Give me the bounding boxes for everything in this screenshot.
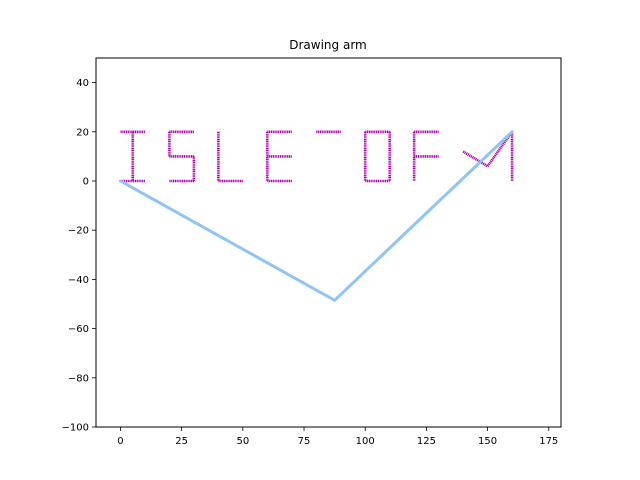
y-tick-label: −80 (68, 373, 89, 384)
y-tick-label: −40 (68, 275, 89, 286)
drawing-arm (118, 130, 514, 302)
arm-joint (510, 130, 514, 134)
y-tick-label: 20 (76, 127, 89, 138)
x-axis: 0 25 50 75 100 125 150 175 (117, 427, 558, 447)
drawn-letters (120, 130, 514, 183)
y-tick-label: 40 (76, 78, 89, 89)
x-tick-label: 50 (236, 436, 249, 447)
x-tick-label: 0 (117, 436, 123, 447)
x-tick-label: 150 (478, 436, 497, 447)
y-tick-label: −20 (68, 226, 89, 237)
letter-stroke (462, 150, 489, 168)
plot-frame (95, 57, 562, 428)
x-tick-label: 175 (539, 436, 558, 447)
arm-joint (118, 179, 122, 183)
x-tick-label: 100 (356, 436, 375, 447)
arm-joint (333, 298, 337, 302)
y-tick-label: −60 (68, 324, 89, 335)
x-tick-label: 125 (417, 436, 436, 447)
y-axis: −100 −80 −60 −40 −20 0 20 40 (62, 78, 96, 434)
y-tick-label: 0 (83, 177, 89, 188)
x-tick-label: 25 (175, 436, 188, 447)
x-tick-label: 75 (298, 436, 311, 447)
y-tick-label: −100 (62, 423, 89, 434)
chart-title: Drawing arm (289, 38, 366, 52)
